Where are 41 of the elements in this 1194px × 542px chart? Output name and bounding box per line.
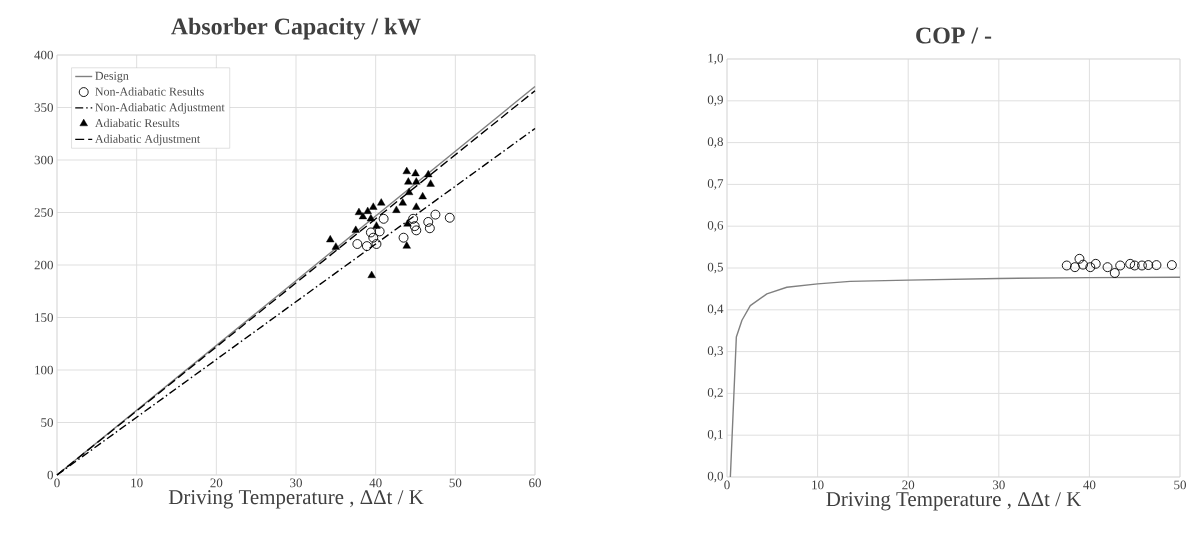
x-axis-title: Driving Temperature , ΔΔt / K (168, 490, 424, 509)
legend-label: Design (95, 71, 129, 83)
x-tick-label: 30 (290, 478, 302, 488)
y-tick-label: 0,0 (707, 471, 723, 483)
y-tick-label: 0,1 (707, 429, 723, 441)
y-tick-label: 250 (34, 208, 53, 217)
x-tick-label: 40 (1083, 480, 1096, 490)
y-tick-label: 50 (41, 418, 53, 427)
legend-label: Adiabatic Adjustment (95, 134, 201, 146)
y-tick-label: 0,6 (707, 220, 724, 232)
y-tick-label: 150 (35, 313, 53, 322)
x-tick-label: 30 (992, 480, 1005, 490)
x-tick-label: 20 (210, 478, 223, 488)
y-tick-label: 300 (34, 155, 53, 165)
x-tick-label: 60 (529, 478, 541, 488)
x-tick-label: 10 (812, 480, 824, 490)
y-tick-label: 400 (34, 50, 53, 60)
x-tick-label: 0 (54, 478, 60, 488)
y-tick-label: 0,3 (707, 346, 723, 357)
x-tick-label: 10 (131, 478, 143, 488)
y-tick-label: 0,8 (707, 137, 723, 148)
y-tick-label: 0,2 (707, 388, 723, 399)
y-tick-label: 0 (47, 470, 53, 480)
x-tick-label: 50 (1174, 480, 1186, 490)
y-tick-label: 0,5 (707, 262, 723, 274)
x-tick-label: 20 (902, 480, 915, 490)
x-tick-label: 50 (449, 478, 462, 488)
x-axis-title: Driving Temperature , ΔΔt / K (826, 492, 1082, 511)
y-tick-label: 0,7 (707, 179, 724, 190)
chart-title: COP / - (916, 27, 992, 44)
legend-label: Non-Adiabatic Results (95, 87, 204, 96)
chart-title: Absorber Capacity / kW (171, 17, 421, 40)
y-tick-label: 200 (34, 260, 53, 270)
legend-label: Adiabatic Results (95, 118, 180, 128)
legend-label: Non-Adiabatic Adjustment (95, 102, 225, 114)
x-tick-label: 40 (369, 478, 382, 488)
y-tick-label: 0,9 (707, 95, 723, 107)
y-tick-label: 350 (34, 103, 53, 112)
y-tick-label: 0,4 (707, 304, 724, 316)
y-tick-label: 1,0 (708, 53, 723, 65)
y-tick-label: 100 (35, 365, 53, 375)
